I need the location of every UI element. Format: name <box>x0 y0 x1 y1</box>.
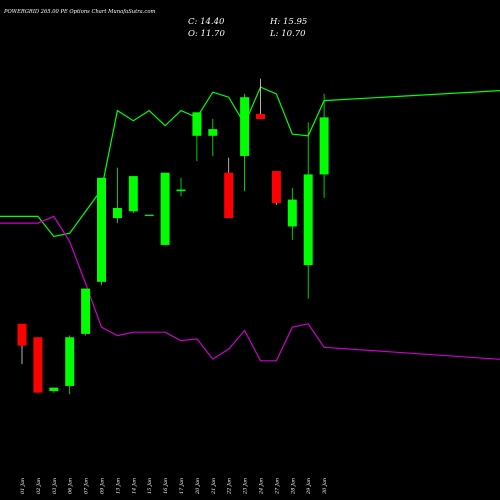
candle-body <box>176 189 186 192</box>
x-tick-label: 28 Jan <box>290 478 296 495</box>
candle <box>17 323 27 365</box>
candle <box>208 119 218 156</box>
candle-body <box>49 387 59 391</box>
candle <box>240 93 250 192</box>
candle <box>160 172 170 245</box>
purple-indicator-line <box>0 215 500 362</box>
candle <box>33 337 43 393</box>
candle-body <box>303 174 313 266</box>
x-tick-label: 24 Jan <box>259 478 265 495</box>
x-tick-label: 21 Jan <box>211 478 217 495</box>
candle-body <box>192 112 202 136</box>
candle-body <box>240 97 250 156</box>
candle <box>287 187 297 240</box>
candle <box>319 93 329 198</box>
candle <box>256 78 265 120</box>
x-tick-label: 20 Jan <box>195 478 201 495</box>
high-value: H: 15.95 <box>269 17 307 27</box>
x-tick-label: 14 Jan <box>131 478 137 494</box>
candle <box>192 112 202 161</box>
x-tick-label: 03 Jan <box>52 478 58 494</box>
candle <box>112 167 122 224</box>
open-value: O: 11.70 <box>188 29 225 39</box>
candle-body <box>33 337 43 393</box>
candle-body <box>65 337 75 386</box>
candle-body <box>97 177 106 282</box>
low-value: L: 10.70 <box>269 29 306 39</box>
candle <box>176 177 186 197</box>
candle-body <box>208 129 218 136</box>
candle <box>81 288 91 336</box>
x-tick-label: 30 Jan <box>322 478 328 494</box>
candle-body <box>224 172 234 219</box>
x-tick-label: 17 Jan <box>179 478 185 494</box>
x-tick-label: 23 Jan <box>243 478 249 495</box>
x-tick-label: 06 Jan <box>68 478 74 494</box>
candle-body <box>144 214 154 216</box>
x-tick-label: 13 Jan <box>115 478 121 494</box>
candle <box>303 122 313 299</box>
candle-body <box>287 199 297 227</box>
candle <box>128 176 138 214</box>
x-tick-label: 09 Jan <box>100 478 106 494</box>
x-tick-label: 27 Jan <box>274 478 280 495</box>
candle-body <box>17 323 27 346</box>
x-tick-label: 07 Jan <box>84 478 90 494</box>
candle-body <box>319 117 329 175</box>
candle-body <box>271 171 281 203</box>
candle-body <box>81 288 91 334</box>
candle <box>224 157 234 219</box>
candle <box>65 335 75 395</box>
close-value: C: 14.40 <box>188 17 225 27</box>
candle-body <box>160 172 170 245</box>
candle-body <box>256 114 265 120</box>
candle-body <box>128 176 138 212</box>
candle <box>97 177 106 286</box>
candle-body <box>112 208 122 219</box>
candle <box>49 387 59 393</box>
x-tick-label: 16 Jan <box>163 478 169 494</box>
x-tick-label: 29 Jan <box>306 478 312 495</box>
x-tick-label: 01 Jan <box>20 478 26 494</box>
candle <box>271 171 281 205</box>
x-tick-label: 15 Jan <box>147 478 153 494</box>
x-tick-label: 22 Jan <box>227 478 233 495</box>
chart-title: POWERGRID 265.00 PE Options Chart Munafa… <box>3 9 155 15</box>
x-tick-label: 02 Jan <box>36 478 42 494</box>
candle <box>144 214 154 216</box>
green-indicator-line <box>0 86 500 238</box>
